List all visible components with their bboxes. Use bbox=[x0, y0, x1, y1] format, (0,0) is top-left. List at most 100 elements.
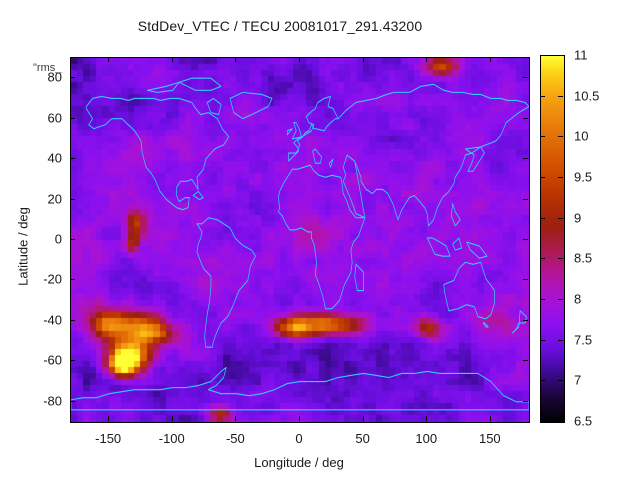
y-tick-mark bbox=[70, 239, 75, 240]
vtec-heatmap bbox=[71, 58, 529, 422]
y-tick-mark bbox=[70, 279, 75, 281]
x-tick-label: 0 bbox=[295, 431, 303, 446]
x-tick-mark bbox=[171, 416, 173, 421]
x-tick-mark bbox=[108, 416, 110, 421]
coastline-path bbox=[443, 261, 495, 320]
colorbar-tick-mark bbox=[558, 258, 563, 260]
coastline-path bbox=[354, 263, 364, 292]
coastline-path bbox=[452, 237, 462, 251]
coastline-path bbox=[146, 81, 180, 93]
colorbar-tick-mark bbox=[540, 217, 545, 219]
y-tick-mark bbox=[70, 198, 75, 200]
x-tick-mark bbox=[235, 416, 237, 421]
x-tick-mark bbox=[235, 57, 237, 62]
coastline-path bbox=[482, 322, 489, 328]
coastline-path bbox=[337, 83, 529, 227]
x-tick-mark bbox=[108, 57, 110, 62]
x-tick-label: -50 bbox=[225, 431, 245, 446]
coastline-path bbox=[196, 217, 256, 348]
y-tick-label: -80 bbox=[43, 393, 62, 409]
coastline-path bbox=[206, 97, 222, 116]
colorbar-tick-mark bbox=[540, 339, 545, 341]
y-tick-mark bbox=[70, 117, 75, 119]
colorbar-tick-mark bbox=[540, 258, 545, 260]
colorbar-tick-label: 11 bbox=[574, 47, 588, 63]
colorbar-tick-mark bbox=[558, 339, 563, 341]
y-tick-mark bbox=[523, 279, 528, 281]
colorbar-tick-mark bbox=[540, 421, 545, 422]
coastline-path bbox=[286, 128, 293, 136]
y-tick-mark bbox=[523, 117, 528, 119]
x-tick-mark bbox=[489, 57, 491, 62]
colorbar-tick-mark bbox=[558, 95, 563, 97]
coastline-path bbox=[451, 203, 461, 227]
y-tick-mark bbox=[70, 319, 75, 321]
coastline-path bbox=[292, 122, 302, 140]
colorbar-tick-mark bbox=[540, 136, 545, 138]
coastline-path bbox=[426, 237, 451, 257]
colorbar-tick-mark bbox=[558, 55, 563, 56]
y-tick-mark bbox=[523, 239, 528, 240]
x-tick-mark bbox=[426, 416, 428, 421]
colorbar-tick-label: 8.5 bbox=[574, 250, 593, 266]
coastline-path bbox=[466, 241, 488, 259]
x-tick-mark bbox=[362, 57, 364, 62]
coastline-path bbox=[229, 91, 273, 120]
colorbar-tick-mark bbox=[558, 136, 563, 138]
x-tick-mark bbox=[489, 416, 491, 421]
coastline-path bbox=[512, 310, 527, 334]
y-tick-mark bbox=[523, 400, 528, 402]
colorbar-tick-label: 6.5 bbox=[574, 413, 593, 429]
y-tick-mark bbox=[70, 77, 75, 79]
y-tick-mark bbox=[523, 158, 528, 160]
coastline-path bbox=[71, 366, 529, 411]
y-tick-mark bbox=[70, 158, 75, 160]
coastline-path bbox=[288, 95, 339, 162]
colorbar-tick-mark bbox=[540, 299, 545, 300]
y-tick-label: 40 bbox=[47, 150, 62, 166]
coastline-path bbox=[278, 164, 366, 310]
y-tick-mark bbox=[523, 360, 528, 362]
colorbar-tick-label: 7 bbox=[574, 372, 582, 388]
colorbar-tick-label: 9 bbox=[574, 210, 582, 226]
colorbar-tick-mark bbox=[558, 217, 563, 219]
x-tick-mark bbox=[171, 57, 173, 62]
coastline-path bbox=[465, 146, 485, 172]
colorbar-tick-label: 7.5 bbox=[574, 332, 593, 348]
colorbar-tick-mark bbox=[540, 55, 545, 56]
y-tick-mark bbox=[523, 319, 528, 321]
colorbar-tick-mark bbox=[540, 380, 545, 382]
y-tick-label: -40 bbox=[43, 312, 62, 328]
y-axis-title: Latitude / deg bbox=[15, 207, 31, 286]
x-tick-label: -150 bbox=[95, 431, 122, 446]
coastline-path bbox=[192, 190, 204, 201]
colorbar-tick-mark bbox=[558, 421, 563, 422]
coastline-path bbox=[328, 158, 334, 168]
y-tick-label: -20 bbox=[43, 271, 62, 287]
coastline-path bbox=[312, 148, 322, 164]
colorbar-tick-mark bbox=[540, 177, 545, 178]
colorbar-tick-label: 10 bbox=[574, 128, 589, 144]
y-tick-mark bbox=[523, 77, 528, 79]
x-tick-label: -100 bbox=[158, 431, 185, 446]
y-tick-label: 0 bbox=[54, 231, 62, 247]
y-tick-label: 60 bbox=[47, 110, 62, 126]
x-tick-mark bbox=[362, 416, 364, 421]
colorbar-tick-mark bbox=[558, 299, 563, 300]
y-tick-label: -60 bbox=[43, 352, 62, 368]
y-tick-label: 20 bbox=[47, 191, 62, 207]
x-tick-mark bbox=[299, 57, 300, 62]
heatmap-plot-area[interactable] bbox=[70, 57, 530, 423]
y-tick-mark bbox=[70, 360, 75, 362]
coastline-path bbox=[178, 77, 222, 91]
page-title: StdDev_VTEC / TECU 20081017_291.43200 bbox=[137, 18, 423, 34]
x-axis-title: Longitude / deg bbox=[254, 455, 344, 470]
coastline-overlay bbox=[71, 77, 529, 411]
colorbar-tick-label: 10.5 bbox=[574, 88, 600, 104]
colorbar-tick-label: 8 bbox=[574, 291, 582, 307]
x-tick-label: 150 bbox=[478, 431, 501, 446]
x-tick-mark bbox=[299, 416, 300, 421]
colorbar-gradient bbox=[541, 56, 564, 422]
colorbar[interactable] bbox=[540, 55, 565, 423]
colorbar-tick-mark bbox=[558, 177, 563, 178]
